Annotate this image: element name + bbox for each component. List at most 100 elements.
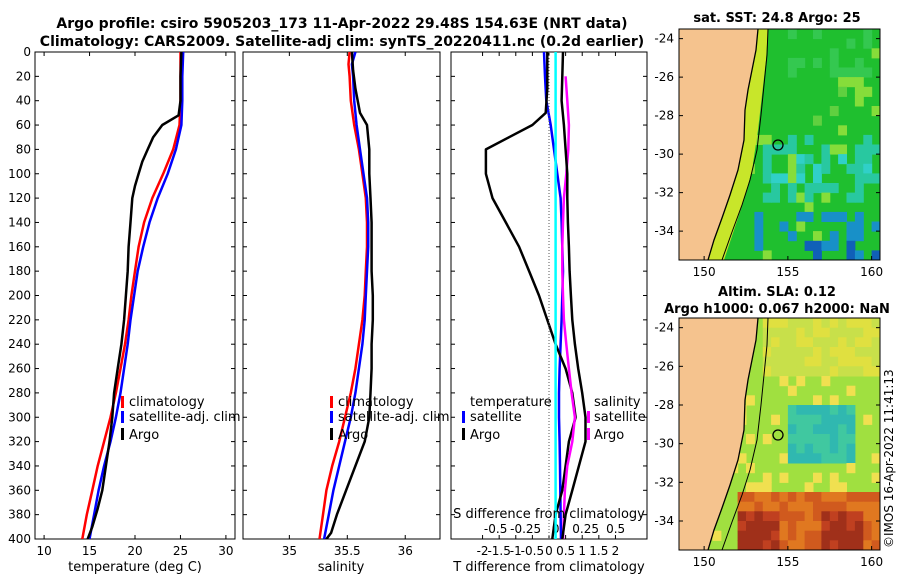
map-cell	[863, 540, 873, 550]
map-cell	[846, 463, 856, 474]
map-cell	[821, 337, 831, 348]
x-tick-label: 0	[545, 544, 553, 558]
map-cell	[804, 134, 814, 145]
map-cell	[829, 540, 839, 550]
legend-swatch-s-satellite	[587, 411, 590, 423]
map-cell	[829, 67, 839, 78]
map-cell	[762, 511, 772, 522]
map-cell	[796, 501, 806, 512]
sst-map-title: sat. SST: 24.8 Argo: 25	[693, 11, 860, 26]
map-cell	[787, 501, 797, 512]
map-cell	[846, 453, 856, 464]
map-y-tick-label: -34	[654, 514, 674, 528]
sla-map-panel: Altim. SLA: 0.12 Argo h1000: 0.067 h2000…	[654, 285, 889, 569]
map-cell	[813, 501, 822, 512]
map-cell	[863, 492, 873, 503]
map-cell	[854, 347, 864, 358]
map-y-tick-label: -32	[654, 186, 674, 200]
map-cell	[771, 414, 780, 425]
legend-label-t-argo: Argo	[470, 428, 500, 443]
map-cell	[804, 337, 814, 348]
sst-map-cells	[679, 29, 880, 260]
map-cell	[829, 482, 839, 493]
map-cell	[787, 57, 797, 68]
map-cell	[813, 443, 822, 454]
map-cell	[838, 154, 847, 165]
map-cell	[854, 327, 864, 338]
map-cell	[846, 347, 856, 358]
map-cell	[804, 434, 814, 445]
map-cell	[754, 501, 764, 512]
map-cell	[871, 48, 880, 59]
salinity-lines	[318, 52, 375, 539]
map-cell	[813, 57, 822, 68]
map-cell	[796, 327, 806, 338]
map-y-tick-label: -24	[654, 321, 674, 335]
map-cell	[779, 337, 789, 348]
map-cell	[771, 337, 780, 348]
map-cell	[863, 86, 873, 97]
legend-swatch-s-argo	[587, 428, 590, 440]
map-cell	[829, 501, 839, 512]
map-cell	[813, 318, 822, 329]
depth-tick-label: 20	[16, 69, 31, 83]
map-cell	[829, 492, 839, 503]
legend-title-temperature: temperature	[470, 395, 552, 410]
depth-tick-label: 100	[8, 167, 31, 181]
map-cell	[787, 163, 797, 174]
legend-title-salinity: salinity	[594, 395, 641, 410]
map-cell	[771, 521, 780, 532]
map-cell	[746, 492, 755, 503]
map-cell	[762, 134, 772, 145]
map-cell	[829, 356, 839, 367]
temperature-x-label: temperature (deg C)	[68, 560, 202, 575]
map-cell	[787, 192, 797, 203]
map-cell	[804, 366, 814, 377]
x-tick-label: 35.5	[334, 544, 361, 558]
map-cell	[838, 424, 847, 435]
map-cell	[804, 211, 814, 222]
map-cell	[871, 221, 880, 232]
map-cell	[854, 77, 864, 88]
depth-tick-label: 340	[8, 459, 31, 473]
map-cell	[787, 521, 797, 532]
map-cell	[829, 240, 839, 251]
map-cell	[863, 29, 873, 40]
map-cell	[821, 144, 831, 155]
map-cell	[779, 318, 789, 329]
x-tick-label: -0.5	[521, 544, 544, 558]
map-cell	[796, 453, 806, 464]
map-cell	[787, 366, 797, 377]
map-cell	[821, 492, 831, 503]
map-cell	[762, 434, 772, 445]
map-cell	[804, 453, 814, 464]
map-cell	[796, 443, 806, 454]
map-cell	[787, 327, 797, 338]
map-cell	[796, 221, 806, 232]
sla-map-argo-marker	[772, 429, 784, 441]
map-cell	[821, 414, 831, 425]
map-cell	[762, 521, 772, 532]
map-cell	[838, 492, 847, 503]
map-cell	[737, 540, 747, 550]
map-cell	[779, 540, 789, 550]
x-tick-label: 35	[282, 544, 297, 558]
map-cell	[863, 511, 873, 522]
map-cell	[863, 163, 873, 174]
temperature-legend: climatology satellite-adj. clim Argo	[121, 395, 241, 443]
legend-label-climatology: climatology	[129, 395, 205, 410]
map-cell	[838, 318, 847, 329]
map-cell	[846, 163, 856, 174]
map-cell	[737, 492, 747, 503]
map-cell	[813, 183, 822, 194]
map-cell	[838, 211, 847, 222]
map-cell	[863, 337, 873, 348]
map-cell	[787, 67, 797, 78]
series-line-t-argo	[484, 52, 577, 539]
depth-tick-label: 280	[8, 386, 31, 400]
map-cell	[821, 356, 831, 367]
map-cell	[779, 472, 789, 483]
map-cell	[796, 376, 806, 387]
map-cell	[796, 530, 806, 541]
